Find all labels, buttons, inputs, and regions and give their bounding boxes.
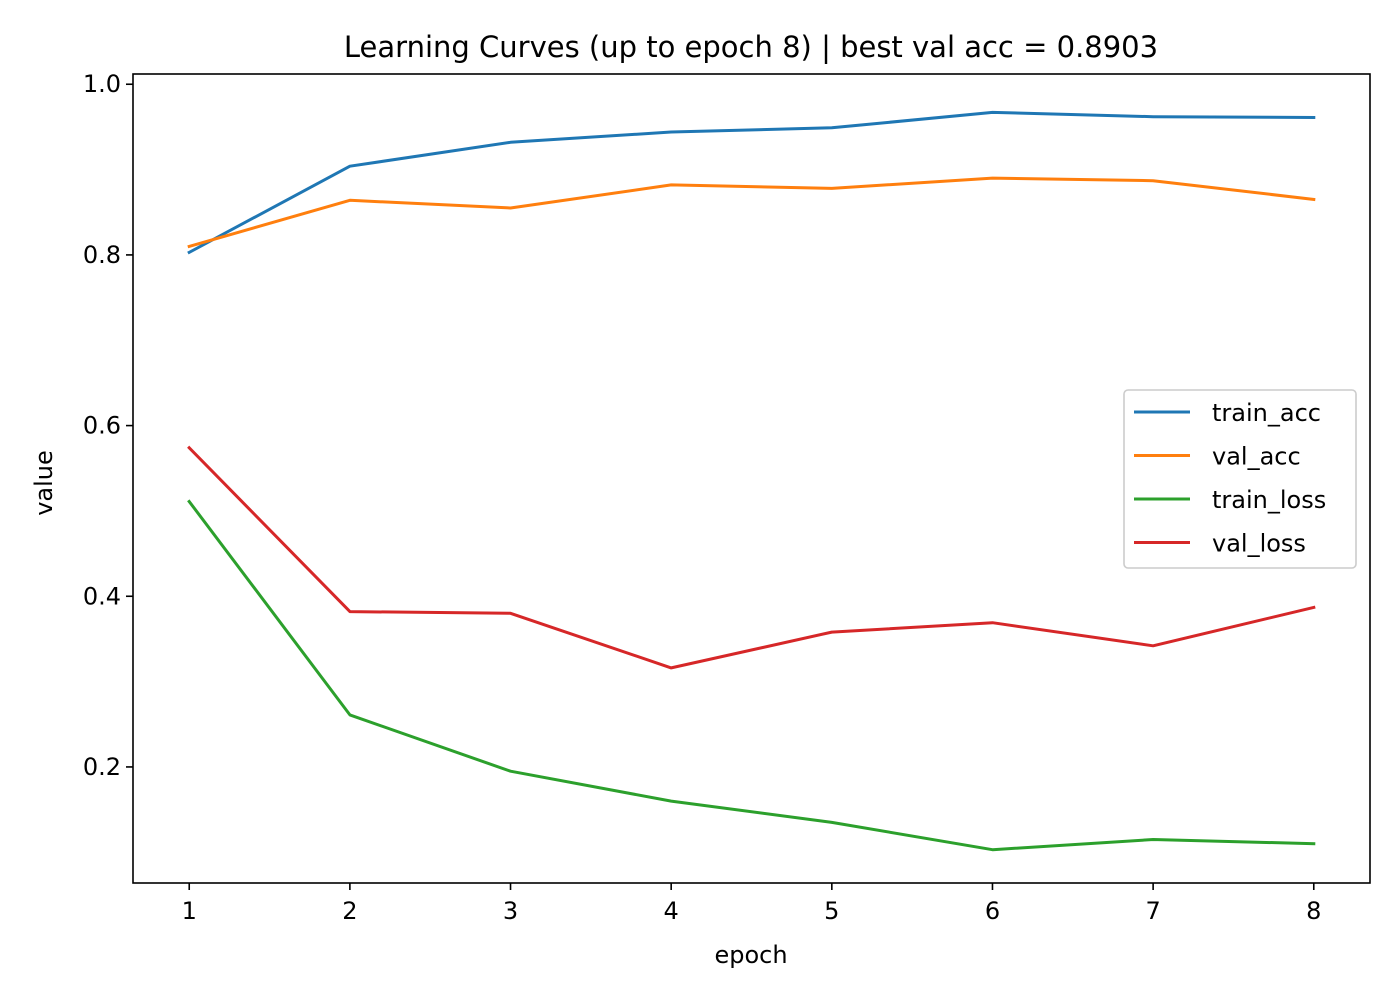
- x-tick-label: 7: [1145, 897, 1160, 925]
- y-axis-ticks: 0.2 0.4 0.6 0.8 1.0: [83, 70, 133, 781]
- legend: train_acc val_acc train_loss val_loss: [1123, 389, 1357, 569]
- series-line-train-loss: [187, 499, 1316, 852]
- x-tick-label: 1: [182, 897, 197, 925]
- y-tick-label: 0.2: [83, 753, 121, 781]
- legend-label-train-acc: train_acc: [1212, 399, 1321, 427]
- series-line-train-acc: [187, 110, 1316, 255]
- x-axis-label: epoch: [714, 941, 787, 969]
- legend-label-train-loss: train_loss: [1212, 486, 1326, 514]
- y-tick-label: 1.0: [83, 70, 121, 98]
- plot-area: [132, 73, 1371, 884]
- x-tick-label: 5: [824, 897, 839, 925]
- y-tick-label: 0.4: [83, 582, 121, 610]
- legend-box: [1123, 389, 1357, 569]
- x-axis-ticks: 1 2 3 4 5 6 7 8: [182, 883, 1321, 925]
- x-tick-label: 3: [503, 897, 518, 925]
- x-tick-label: 2: [342, 897, 357, 925]
- x-tick-label: 4: [664, 897, 679, 925]
- y-tick-label: 0.6: [83, 412, 121, 440]
- axes-frame: [132, 73, 1371, 884]
- y-tick-label: 0.8: [83, 241, 121, 269]
- series-line-val-acc: [187, 176, 1316, 249]
- legend-label-val-loss: val_loss: [1212, 530, 1306, 558]
- x-tick-label: 6: [985, 897, 1000, 925]
- x-tick-label: 8: [1306, 897, 1321, 925]
- y-axis-label: value: [30, 450, 58, 516]
- series-line-val-loss: [187, 445, 1316, 670]
- chart-title: Learning Curves (up to epoch 8) | best v…: [344, 30, 1158, 64]
- legend-label-val-acc: val_acc: [1212, 443, 1301, 471]
